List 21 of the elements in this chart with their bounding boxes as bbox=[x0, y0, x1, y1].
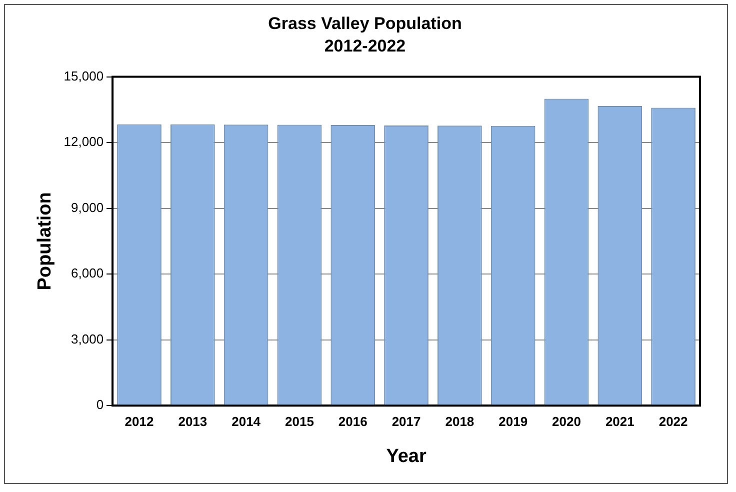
x-tick-label: 2018 bbox=[445, 414, 474, 429]
x-tick-label: 2012 bbox=[124, 414, 154, 429]
x-tick-label: 2021 bbox=[605, 414, 634, 429]
x-tick-label: 2020 bbox=[552, 414, 581, 429]
x-axis-title: Year bbox=[386, 446, 427, 467]
x-tick-label: 2016 bbox=[338, 414, 368, 429]
y-tick-label: 0 bbox=[96, 397, 104, 412]
chart-title: Grass Valley Population bbox=[268, 14, 462, 33]
x-tick-label: 2019 bbox=[498, 414, 528, 429]
y-tick-label: 12,000 bbox=[64, 134, 104, 150]
y-tick-label: 3,000 bbox=[71, 331, 104, 346]
x-tick-label: 2014 bbox=[232, 414, 262, 429]
y-tick-label: 9,000 bbox=[71, 200, 104, 215]
x-tick-label: 2017 bbox=[392, 414, 421, 429]
y-tick-label: 6,000 bbox=[71, 266, 104, 281]
x-tick-label: 2013 bbox=[178, 414, 208, 429]
y-axis-title: Population bbox=[34, 192, 56, 290]
x-tick-label: 2015 bbox=[285, 414, 314, 429]
chart-subtitle: 2012-2022 bbox=[324, 36, 406, 56]
x-tick-label: 2022 bbox=[658, 414, 688, 429]
y-tick-label: 15,000 bbox=[64, 68, 104, 84]
